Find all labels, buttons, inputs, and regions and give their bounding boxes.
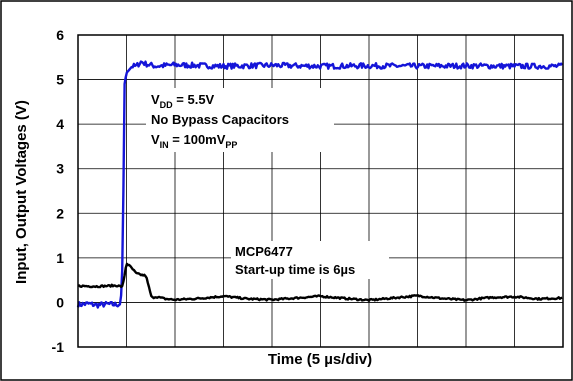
y-tick-label: -1 (52, 339, 65, 355)
x-axis-label: Time (5 µs/div) (268, 351, 372, 368)
conditions-box (146, 88, 334, 152)
y-tick-label: 4 (56, 116, 64, 132)
y-axis-label: Input, Output Voltages (V) (13, 100, 30, 284)
startup-time: Start-up time is 6µs (235, 262, 355, 277)
part-name: MCP6477 (235, 244, 293, 259)
y-tick-label: 2 (56, 205, 64, 221)
y-tick-label: 1 (56, 250, 64, 266)
y-tick-label: 5 (56, 72, 64, 88)
plot-area (77, 34, 564, 348)
input-voltage-trace (77, 262, 563, 302)
series-layer (76, 60, 564, 309)
y-tick-labels: -1 0 1 2 3 4 5 6 (52, 27, 65, 355)
y-tick-label: 0 (56, 294, 64, 310)
vdd-label: VDD = 5.5V (151, 92, 215, 110)
part-box (231, 241, 389, 279)
vin-label: VIN = 100mVPP (151, 132, 237, 150)
y-tick-label: 6 (56, 27, 64, 43)
y-tick-label: 3 (56, 161, 64, 177)
output-voltage-trace (76, 60, 564, 309)
bypass-label: No Bypass Capacitors (151, 112, 289, 127)
conditions-annotation: VDD = 5.5V No Bypass Capacitors VIN = 10… (146, 88, 334, 152)
part-annotation: MCP6477 Start-up time is 6µs (231, 241, 389, 279)
